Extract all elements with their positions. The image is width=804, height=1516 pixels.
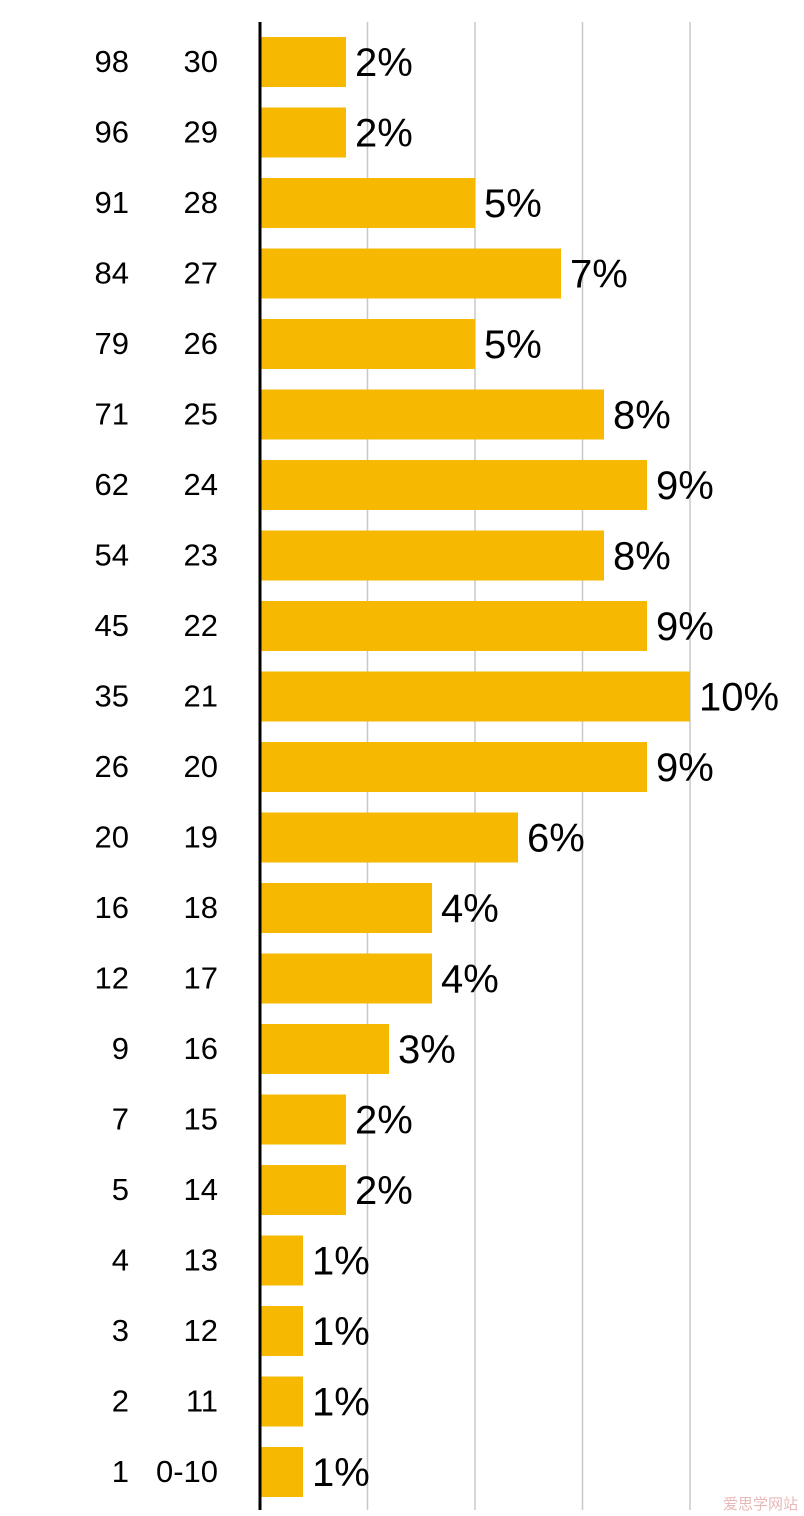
data-labels: 2% 2% 5% 7% 5% 8% 9% 8% 9% 10% 9% 6% 4% 4% 3% 2% 2% 1% 1% 1… (312, 41, 779, 1495)
percentile-label: 45 (95, 608, 129, 643)
data-label-15: 2% (355, 1099, 413, 1143)
bar-22 (260, 601, 647, 651)
percentile-label: 12 (95, 961, 129, 996)
data-label-24: 9% (656, 464, 714, 508)
percentile-label: 96 (95, 115, 129, 150)
bar-12 (260, 1306, 303, 1356)
percentile-label: 2 (112, 1384, 129, 1419)
category-label: 20 (184, 749, 218, 784)
data-label-21: 10% (699, 676, 779, 720)
data-label-29: 2% (355, 112, 413, 156)
bar-26 (260, 319, 475, 369)
category-label: 15 (184, 1102, 218, 1137)
bar-0-10 (260, 1447, 303, 1497)
bar-13 (260, 1235, 303, 1286)
data-label-11: 1% (312, 1381, 370, 1425)
category-label: 12 (184, 1313, 218, 1348)
category-label: 18 (184, 890, 218, 925)
percentile-label: 84 (95, 256, 129, 291)
data-label-0-10: 1% (312, 1451, 370, 1495)
percentile-label: 5 (112, 1172, 129, 1207)
category-label: 23 (184, 538, 218, 573)
percentile-label: 4 (112, 1243, 129, 1278)
data-label-19: 6% (527, 817, 585, 861)
data-label-22: 9% (656, 605, 714, 649)
bar-11 (260, 1376, 303, 1427)
watermark-text: 爱思学网站 (722, 1495, 798, 1513)
data-label-26: 5% (484, 323, 542, 367)
bar-16 (260, 1024, 389, 1074)
bar-25 (260, 389, 604, 440)
category-label: 14 (184, 1172, 218, 1207)
percentile-label: 3 (112, 1313, 129, 1348)
percentile-label: 26 (95, 749, 129, 784)
category-label: 0-10 (156, 1454, 218, 1489)
data-label-17: 4% (441, 958, 499, 1002)
data-label-30: 2% (355, 41, 413, 85)
category-label: 21 (184, 679, 218, 714)
category-label: 29 (184, 115, 218, 150)
category-label: 16 (184, 1031, 218, 1066)
percentile-label: 20 (95, 820, 129, 855)
percentile-label: 9 (112, 1031, 129, 1066)
percentile-label: 54 (95, 538, 129, 573)
bar-27 (260, 248, 561, 299)
bar-20 (260, 742, 647, 792)
category-label: 19 (184, 820, 218, 855)
percentile-label: 71 (95, 397, 129, 432)
data-label-27: 7% (570, 253, 628, 297)
percentile-label: 35 (95, 679, 129, 714)
bar-19 (260, 812, 518, 863)
category-label: 25 (184, 397, 218, 432)
percentile-label: 98 (95, 44, 129, 79)
bar-21 (260, 671, 690, 722)
bar-14 (260, 1165, 346, 1215)
bar-28 (260, 178, 475, 228)
percentile-label: 1 (112, 1454, 129, 1489)
data-label-25: 8% (613, 394, 671, 438)
data-label-12: 1% (312, 1310, 370, 1354)
category-label: 30 (184, 44, 218, 79)
data-label-20: 9% (656, 746, 714, 790)
category-label: 22 (184, 608, 218, 643)
bars (260, 37, 690, 1497)
category-label: 24 (184, 467, 218, 502)
data-label-13: 1% (312, 1240, 370, 1284)
category-label: 13 (184, 1243, 218, 1278)
data-label-14: 2% (355, 1169, 413, 1213)
data-label-28: 5% (484, 182, 542, 226)
data-label-16: 3% (398, 1028, 456, 1072)
percentile-label: 91 (95, 185, 129, 220)
percentile-label: 62 (95, 467, 129, 502)
bar-29 (260, 107, 346, 158)
data-label-18: 4% (441, 887, 499, 931)
percentile-label: 79 (95, 326, 129, 361)
category-label: 27 (184, 256, 218, 291)
category-label: 26 (184, 326, 218, 361)
bar-18 (260, 883, 432, 933)
category-label: 17 (184, 961, 218, 996)
category-label: 11 (186, 1384, 218, 1419)
bar-23 (260, 530, 604, 581)
bar-24 (260, 460, 647, 510)
bar-17 (260, 953, 432, 1004)
percentile-label: 16 (95, 890, 129, 925)
data-label-23: 8% (613, 535, 671, 579)
category-label: 28 (184, 185, 218, 220)
bar-15 (260, 1094, 346, 1145)
percentile-label: 7 (112, 1102, 129, 1137)
bar-30 (260, 37, 346, 87)
